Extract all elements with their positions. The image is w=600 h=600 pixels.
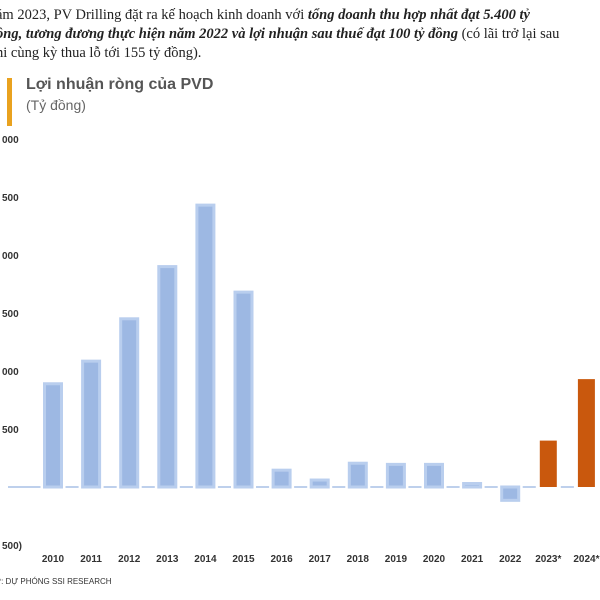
data-bar xyxy=(462,482,483,489)
x-tick-label: 2013 xyxy=(156,554,179,565)
y-tick-label: 500 xyxy=(2,193,19,204)
x-tick-label: 2018 xyxy=(347,554,370,565)
y-tick-label: 500 xyxy=(2,425,19,436)
x-tick-label: 2012 xyxy=(118,554,141,565)
data-bar xyxy=(195,203,216,489)
data-bar xyxy=(157,265,178,489)
data-bar xyxy=(500,485,521,502)
intro-paragraph: ăm 2023, PV Drilling đặt ra kế hoạch kin… xyxy=(0,0,600,66)
x-tick-label: 2023* xyxy=(535,554,561,565)
x-tick-label: 2020 xyxy=(423,554,446,565)
x-tick-label: 2015 xyxy=(232,554,255,565)
x-tick-label: 2017 xyxy=(309,554,332,565)
intro-line-1: ăm 2023, PV Drilling đặt ra kế hoạch kin… xyxy=(0,6,530,25)
data-bar xyxy=(309,478,330,489)
data-bar xyxy=(385,462,406,489)
data-bar xyxy=(271,468,292,489)
data-bar xyxy=(347,461,368,489)
intro-text: hi cùng kỳ thua lỗ tới 155 tỷ đồng). xyxy=(0,45,202,61)
data-bar xyxy=(119,317,140,489)
data-bar xyxy=(233,290,254,489)
data-bar xyxy=(43,382,63,489)
y-tick-label: 000 xyxy=(2,367,19,378)
data-bar xyxy=(81,359,102,489)
x-tick-label: 2011 xyxy=(80,554,102,565)
y-tick-label: 500) xyxy=(2,541,22,552)
x-tick-label: 2019 xyxy=(385,554,408,565)
forecast-bar xyxy=(539,440,557,487)
footnote: *: DỰ PHÓNG SSI RESEARCH xyxy=(0,577,112,586)
x-tick-label: 2021 xyxy=(461,554,484,565)
intro-emphasis: ồng, tương đương thực hiện năm 2022 và l… xyxy=(0,26,458,42)
intro-text: ăm 2023, PV Drilling đặt ra kế hoạch kin… xyxy=(0,7,308,23)
x-tick-label: 2022 xyxy=(499,554,522,565)
intro-emphasis: tổng doanh thu hợp nhất đạt 5.400 tỷ xyxy=(307,7,530,23)
x-tick-label: 2010 xyxy=(42,554,65,565)
chart-unit-label: (Tỷ đồng) xyxy=(26,97,86,113)
title-accent-bar xyxy=(7,78,12,126)
intro-line-2: ồng, tương đương thực hiện năm 2022 và l… xyxy=(0,25,559,44)
intro-text: (có lãi trở lại sau xyxy=(457,26,560,42)
data-bar xyxy=(424,462,444,489)
intro-line-3: hi cùng kỳ thua lỗ tới 155 tỷ đồng). xyxy=(0,44,201,63)
y-tick-label: 000 xyxy=(2,135,19,146)
y-tick-label: 500 xyxy=(2,309,19,320)
forecast-bar xyxy=(577,379,595,487)
y-tick-label: 000 xyxy=(2,251,19,262)
x-tick-label: 2016 xyxy=(270,554,293,565)
x-tick-label: 2024* xyxy=(573,554,599,565)
x-tick-label: 2014 xyxy=(194,554,217,565)
chart-title: Lợi nhuận ròng của PVD xyxy=(26,76,214,93)
